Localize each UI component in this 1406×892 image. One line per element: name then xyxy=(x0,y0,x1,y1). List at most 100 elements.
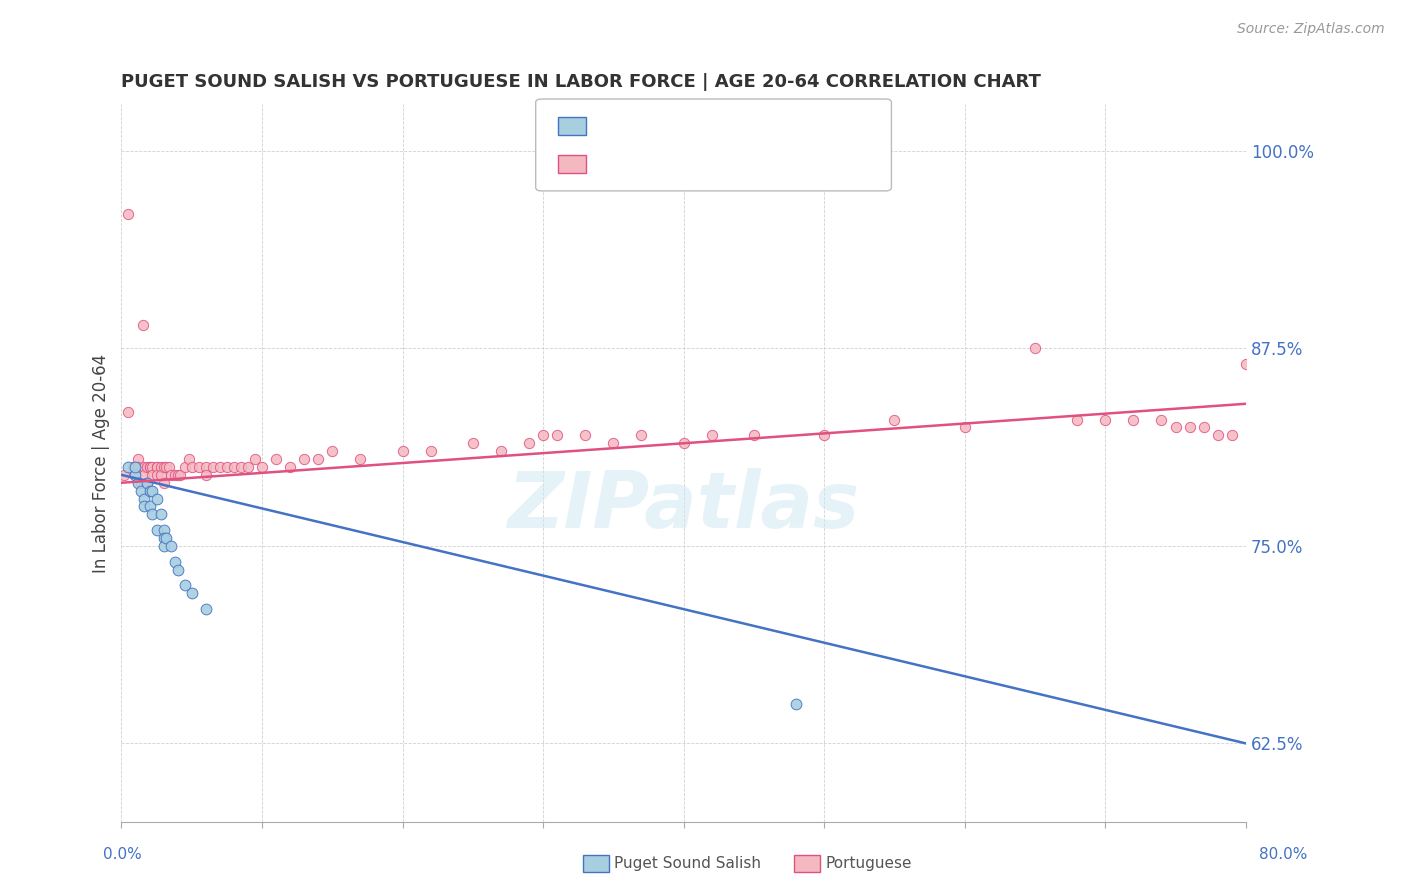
Point xyxy=(131,318,153,332)
Point xyxy=(127,475,149,490)
Point xyxy=(166,563,188,577)
Point xyxy=(672,436,695,450)
Point xyxy=(700,428,723,442)
Point xyxy=(141,460,163,475)
Point xyxy=(163,555,186,569)
Point xyxy=(1150,412,1173,426)
Point xyxy=(132,491,155,506)
Point xyxy=(163,467,186,482)
Point xyxy=(630,428,652,442)
Point xyxy=(124,460,146,475)
Text: 80.0%: 80.0% xyxy=(1260,847,1308,862)
Point xyxy=(187,460,209,475)
Point xyxy=(194,460,217,475)
Text: Source: ZipAtlas.com: Source: ZipAtlas.com xyxy=(1237,22,1385,37)
Point xyxy=(145,460,167,475)
Point xyxy=(129,483,152,498)
Point xyxy=(149,460,172,475)
Point xyxy=(208,460,231,475)
Point xyxy=(112,467,135,482)
Point xyxy=(243,452,266,467)
Point xyxy=(229,460,252,475)
Point xyxy=(152,523,174,537)
Point xyxy=(135,475,157,490)
Y-axis label: In Labor Force | Age 20-64: In Labor Force | Age 20-64 xyxy=(93,353,110,573)
Point xyxy=(1178,420,1201,434)
Text: PUGET SOUND SALISH VS PORTUGUESE IN LABOR FORCE | AGE 20-64 CORRELATION CHART: PUGET SOUND SALISH VS PORTUGUESE IN LABO… xyxy=(121,73,1042,91)
Point xyxy=(121,460,143,475)
Point xyxy=(785,697,807,711)
Point xyxy=(152,539,174,553)
Text: R =: R = xyxy=(596,154,633,172)
Point xyxy=(321,444,343,458)
Point xyxy=(250,460,273,475)
Point xyxy=(953,420,976,434)
Point xyxy=(742,428,765,442)
Point xyxy=(166,467,188,482)
Point xyxy=(1122,412,1144,426)
Point xyxy=(349,452,371,467)
Point xyxy=(141,483,163,498)
Point xyxy=(1164,420,1187,434)
Point xyxy=(117,405,139,419)
Point xyxy=(307,452,329,467)
Point xyxy=(155,460,177,475)
Text: N = 78: N = 78 xyxy=(707,154,765,172)
Point xyxy=(1234,357,1257,371)
Point xyxy=(264,452,287,467)
Point xyxy=(169,467,191,482)
Point xyxy=(145,491,167,506)
Point xyxy=(138,460,160,475)
Point xyxy=(124,467,146,482)
Point xyxy=(180,460,202,475)
Point xyxy=(145,460,167,475)
Point xyxy=(1206,428,1229,442)
Point xyxy=(157,460,180,475)
Point xyxy=(201,460,224,475)
Point xyxy=(132,500,155,514)
Point xyxy=(1024,342,1046,356)
Text: 0.0%: 0.0% xyxy=(103,847,142,862)
Point xyxy=(135,460,157,475)
Text: Puget Sound Salish: Puget Sound Salish xyxy=(614,856,762,871)
Point xyxy=(145,523,167,537)
Point xyxy=(180,586,202,600)
Point xyxy=(159,467,181,482)
Point xyxy=(1220,428,1243,442)
Point xyxy=(149,467,172,482)
Point xyxy=(145,467,167,482)
Point xyxy=(194,467,217,482)
Point xyxy=(391,444,413,458)
Text: R =: R = xyxy=(596,118,633,136)
Point xyxy=(141,467,163,482)
Point xyxy=(124,460,146,475)
Point xyxy=(236,460,259,475)
Point xyxy=(152,460,174,475)
Point xyxy=(152,531,174,545)
Text: ZIPatlas: ZIPatlas xyxy=(508,468,859,544)
Point xyxy=(149,508,172,522)
Point xyxy=(574,428,596,442)
Point xyxy=(173,460,195,475)
Point xyxy=(173,578,195,592)
Point xyxy=(155,531,177,545)
Text: 0.091: 0.091 xyxy=(628,154,681,172)
Point xyxy=(132,460,155,475)
Point xyxy=(194,602,217,616)
Point xyxy=(883,412,905,426)
Point xyxy=(138,500,160,514)
Point xyxy=(124,467,146,482)
Point xyxy=(177,452,200,467)
Point xyxy=(602,436,624,450)
Point xyxy=(292,452,315,467)
Point xyxy=(222,460,245,475)
Point xyxy=(135,475,157,490)
Point xyxy=(813,428,835,442)
Point xyxy=(129,475,152,490)
Point xyxy=(215,460,238,475)
Point xyxy=(152,475,174,490)
Point xyxy=(117,460,139,475)
Point xyxy=(531,428,554,442)
Point xyxy=(461,436,484,450)
Point xyxy=(117,207,139,221)
